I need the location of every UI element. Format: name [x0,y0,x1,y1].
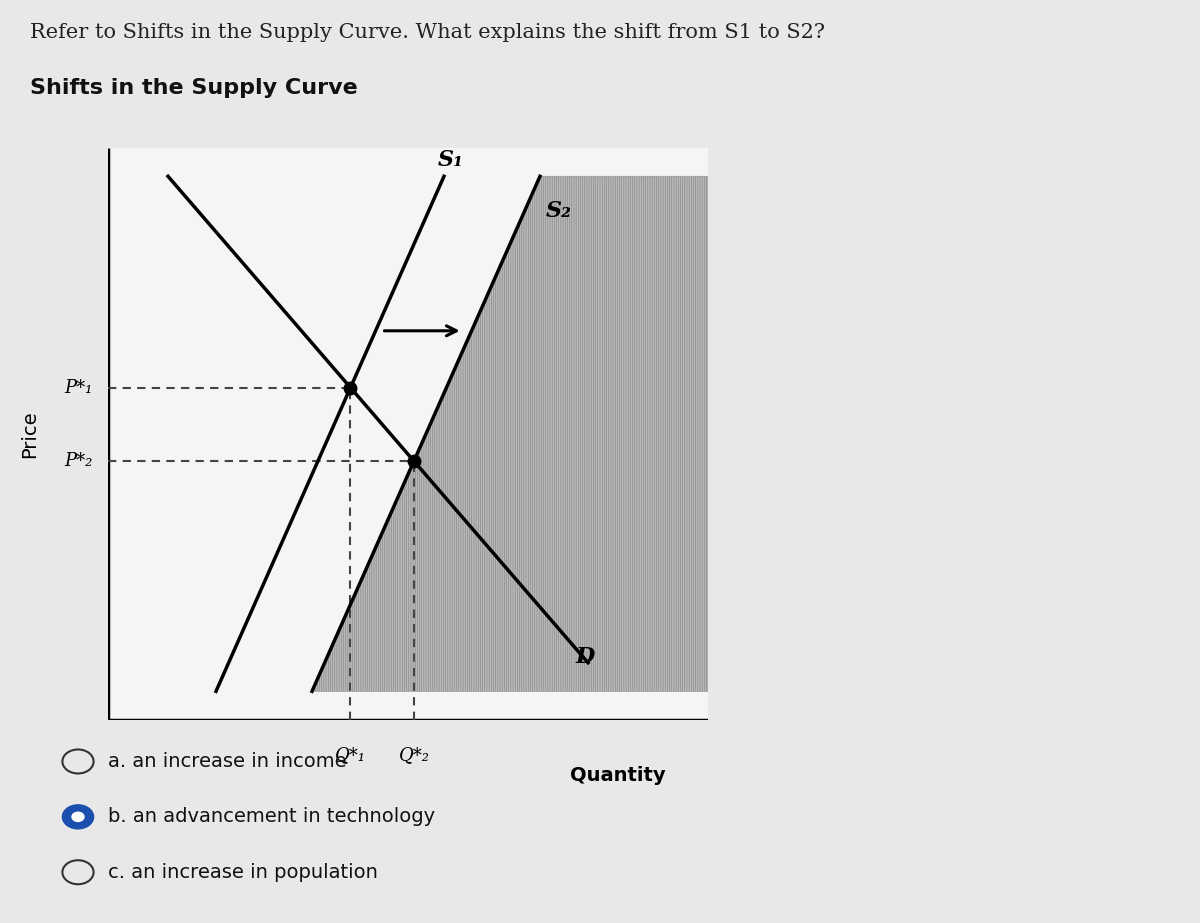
Text: D: D [576,645,595,667]
Text: a. an increase in income: a. an increase in income [108,752,347,771]
Text: c. an increase in population: c. an increase in population [108,863,378,881]
Text: Refer to Shifts in the Supply Curve. What explains the shift from S1 to S2?: Refer to Shifts in the Supply Curve. Wha… [30,23,826,42]
Text: Q*₁: Q*₁ [335,746,366,763]
Text: Quantity: Quantity [570,766,666,785]
Text: Q*₂: Q*₂ [398,746,430,763]
Text: Price: Price [20,410,40,458]
Text: P*₁: P*₁ [65,378,94,397]
Text: P*₂: P*₂ [65,452,94,470]
Text: S₁: S₁ [438,149,464,171]
Text: Shifts in the Supply Curve: Shifts in the Supply Curve [30,78,358,99]
Text: S₂: S₂ [546,200,572,222]
Polygon shape [312,176,708,691]
Text: b. an advancement in technology: b. an advancement in technology [108,808,436,826]
